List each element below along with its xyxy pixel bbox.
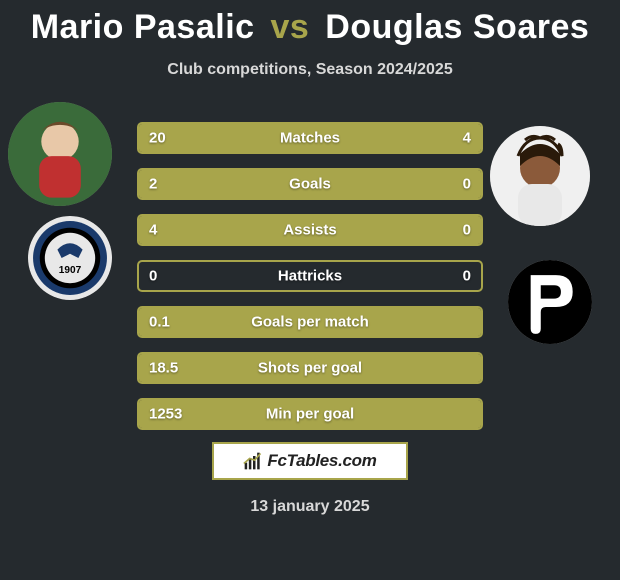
stat-label: Shots per goal xyxy=(258,360,362,377)
stat-right-value: 4 xyxy=(463,130,471,147)
stat-label: Min per goal xyxy=(266,406,354,423)
stat-left-value: 20 xyxy=(149,130,166,147)
stat-right-value: 0 xyxy=(463,222,471,239)
stat-row: 0.1 Goals per match xyxy=(137,306,483,338)
stat-row: 0 0 Hattricks xyxy=(137,260,483,292)
stats-bars: 204Matches20Goals40Assists00Hattricks0.1… xyxy=(137,122,483,444)
date-text: 13 january 2025 xyxy=(250,498,369,516)
stat-row: 18.5 Shots per goal xyxy=(137,352,483,384)
player2-club-logo xyxy=(508,260,592,344)
player2-headshot xyxy=(490,126,590,226)
title-player1: Mario Pasalic xyxy=(31,8,255,46)
stat-row: 4 0 Assists xyxy=(137,214,483,246)
stat-left-value: 0.1 xyxy=(149,314,170,331)
stat-row: 1253 Min per goal xyxy=(137,398,483,430)
stat-right-value: 0 xyxy=(463,176,471,193)
bar-chart-icon xyxy=(243,451,263,471)
stat-label: Matches xyxy=(280,130,340,147)
stat-row: 2 0 Goals xyxy=(137,168,483,200)
stat-row: 20 4 Matches xyxy=(137,122,483,154)
logo-text: FcTables.com xyxy=(267,451,376,471)
subtitle: Club competitions, Season 2024/2025 xyxy=(0,61,620,79)
player1-club-logo: 1907 xyxy=(28,216,112,300)
stat-label: Hattricks xyxy=(278,268,342,285)
stat-left-value: 4 xyxy=(149,222,157,239)
stat-label: Goals xyxy=(289,176,331,193)
svg-text:1907: 1907 xyxy=(59,265,82,276)
title-player2: Douglas Soares xyxy=(325,8,589,46)
stat-label: Assists xyxy=(283,222,336,239)
stat-left-value: 18.5 xyxy=(149,360,178,377)
stat-right-value: 0 xyxy=(463,268,471,285)
stat-label: Goals per match xyxy=(251,314,369,331)
page-title: Mario Pasalic vs Douglas Soares xyxy=(0,0,620,47)
stat-left-value: 0 xyxy=(149,268,157,285)
player1-headshot xyxy=(8,102,112,206)
fctables-logo: FcTables.com xyxy=(212,442,408,480)
stat-left-value: 1253 xyxy=(149,406,182,423)
title-vs: vs xyxy=(271,8,310,46)
stat-left-value: 2 xyxy=(149,176,157,193)
bar-fill-right xyxy=(423,124,481,152)
